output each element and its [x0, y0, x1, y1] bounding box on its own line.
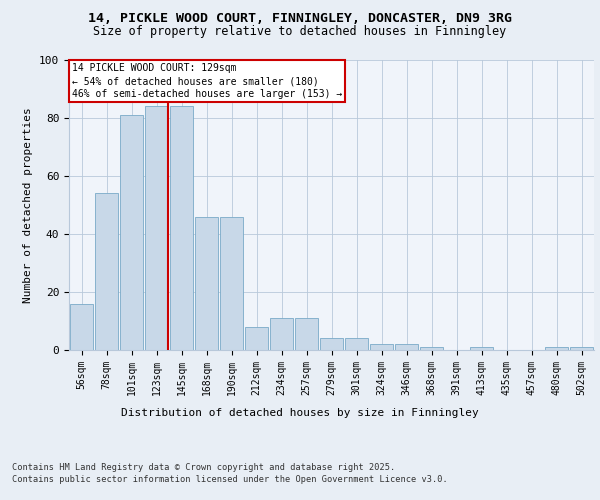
Text: 14 PICKLE WOOD COURT: 129sqm
← 54% of detached houses are smaller (180)
46% of s: 14 PICKLE WOOD COURT: 129sqm ← 54% of de…	[71, 63, 342, 100]
Bar	[220, 216, 243, 350]
Bar	[70, 304, 93, 350]
Bar	[145, 106, 168, 350]
Bar	[420, 347, 443, 350]
Bar	[470, 347, 493, 350]
Bar	[170, 106, 193, 350]
Text: 14, PICKLE WOOD COURT, FINNINGLEY, DONCASTER, DN9 3RG: 14, PICKLE WOOD COURT, FINNINGLEY, DONCA…	[88, 12, 512, 26]
Bar	[320, 338, 343, 350]
Bar	[295, 318, 318, 350]
Bar	[95, 194, 118, 350]
Bar	[120, 115, 143, 350]
Bar	[395, 344, 418, 350]
Text: Distribution of detached houses by size in Finningley: Distribution of detached houses by size …	[121, 408, 479, 418]
Bar	[345, 338, 368, 350]
Bar	[570, 347, 593, 350]
Bar	[270, 318, 293, 350]
Bar	[370, 344, 393, 350]
Text: Size of property relative to detached houses in Finningley: Size of property relative to detached ho…	[94, 25, 506, 38]
Bar	[195, 216, 218, 350]
Y-axis label: Number of detached properties: Number of detached properties	[23, 107, 34, 303]
Bar	[245, 327, 268, 350]
Text: Contains HM Land Registry data © Crown copyright and database right 2025.: Contains HM Land Registry data © Crown c…	[12, 462, 395, 471]
Text: Contains public sector information licensed under the Open Government Licence v3: Contains public sector information licen…	[12, 475, 448, 484]
Bar	[545, 347, 568, 350]
